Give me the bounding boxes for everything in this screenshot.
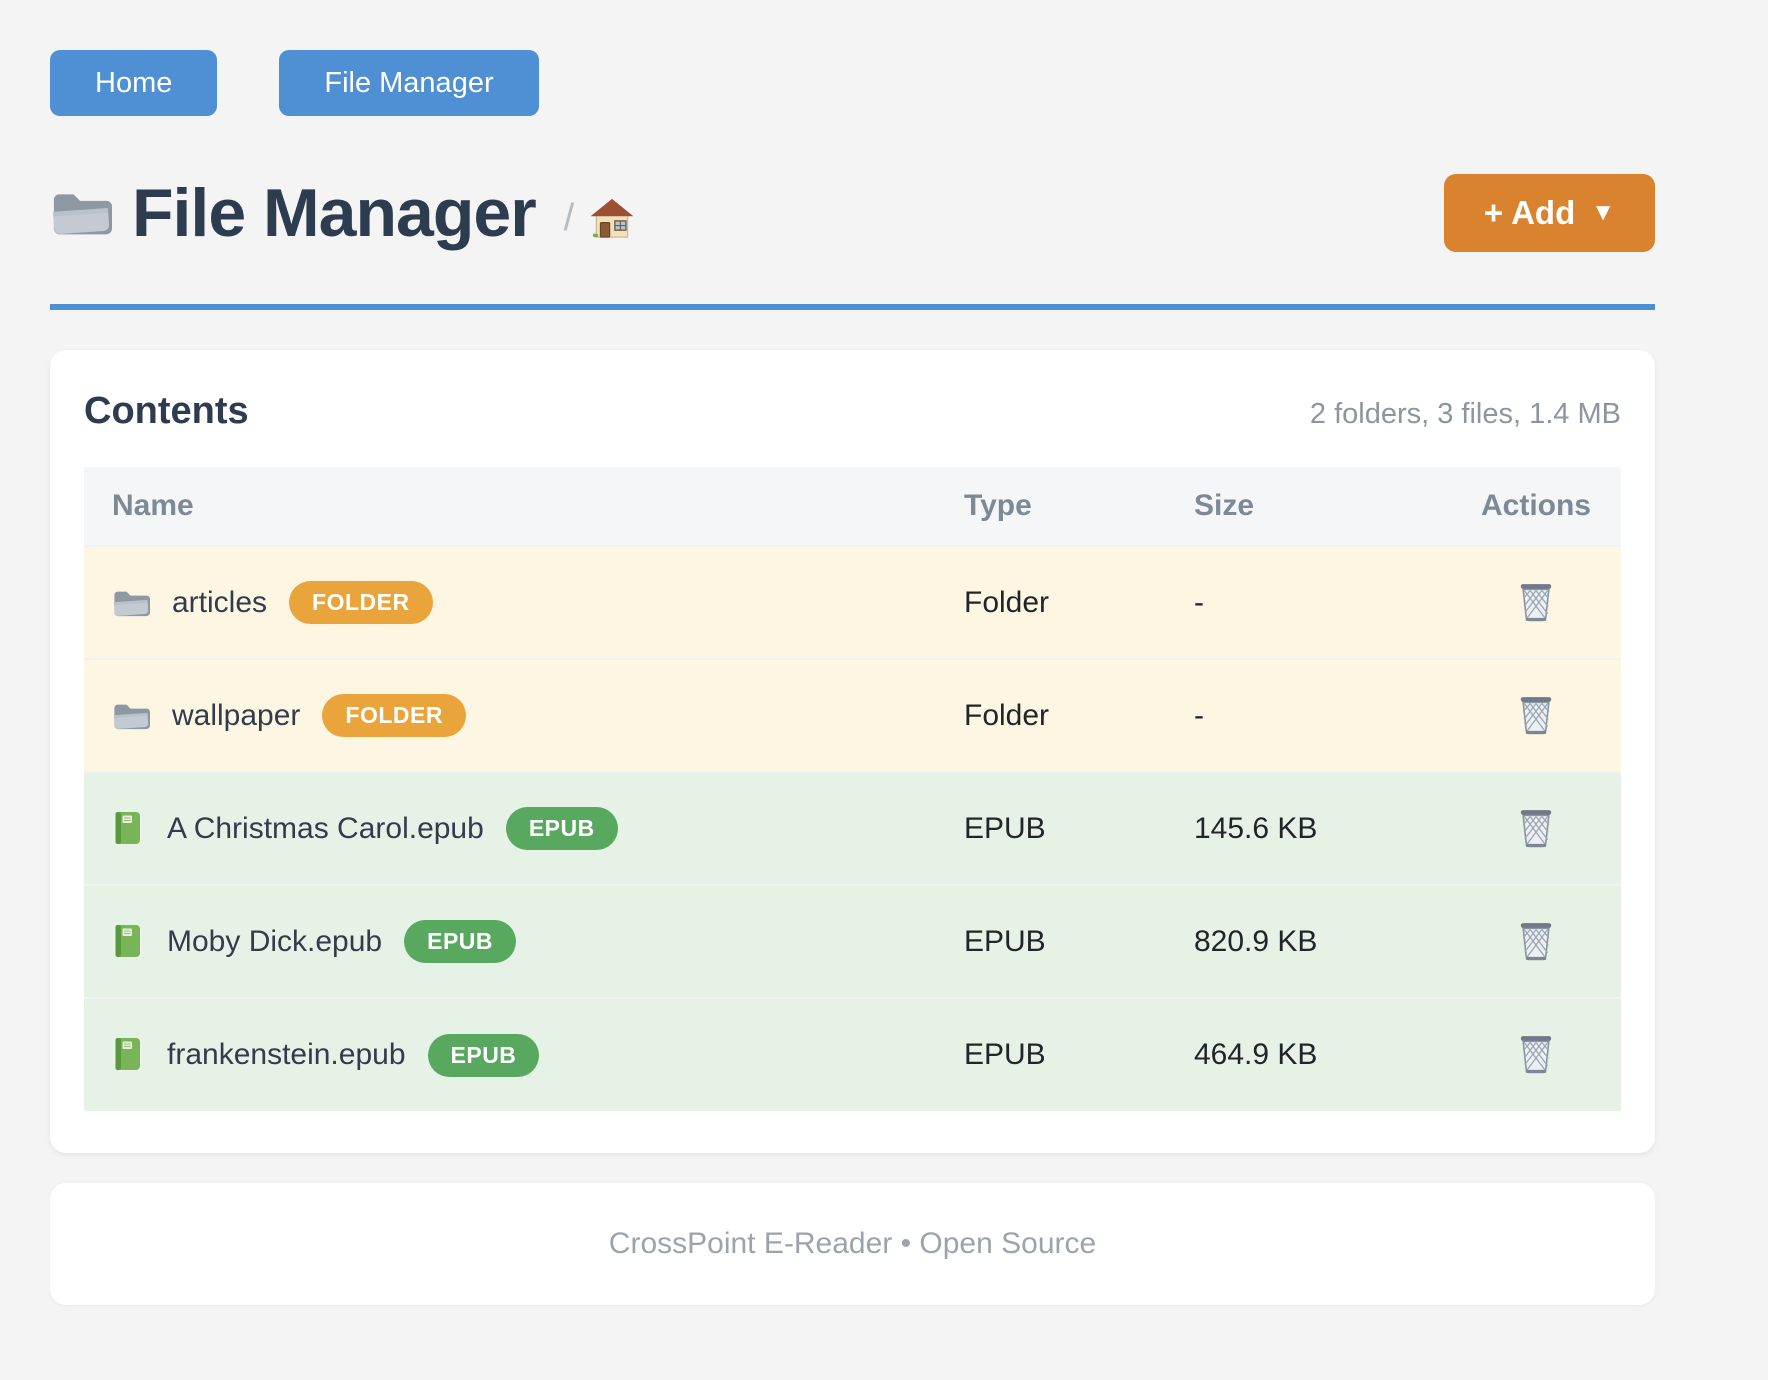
name-cell: articles FOLDER — [112, 581, 908, 624]
breadcrumb: / — [564, 197, 635, 240]
size-cell: 145.6 KB — [1166, 771, 1451, 885]
file-table-head: Name Type Size Actions — [84, 467, 1621, 546]
type-badge: EPUB — [505, 807, 618, 850]
home-icon[interactable] — [590, 197, 634, 239]
add-button[interactable]: + Add ▼ — [1443, 174, 1655, 252]
chevron-down-icon: ▼ — [1591, 199, 1615, 226]
contents-title: Contents — [84, 390, 249, 432]
file-table-body: articles FOLDER Folder - wallpaper FOLDER Fold… — [84, 545, 1621, 1111]
trash-icon — [1517, 806, 1555, 848]
type-badge: FOLDER — [289, 581, 433, 624]
breadcrumb-separator: / — [563, 196, 575, 239]
file-name[interactable]: articles — [172, 585, 268, 619]
trash-icon — [1517, 580, 1555, 622]
file-table: Name Type Size Actions articles FOLDER Fol… — [84, 467, 1621, 1111]
add-button-label: + Add — [1483, 194, 1576, 231]
delete-button[interactable] — [1513, 689, 1559, 739]
type-cell: EPUB — [936, 771, 1166, 885]
name-cell: Moby Dick.epub EPUB — [112, 920, 908, 963]
size-cell: - — [1166, 658, 1451, 772]
type-cell: EPUB — [936, 884, 1166, 998]
type-badge: FOLDER — [322, 694, 466, 737]
page-header: File Manager / + Add ▼ — [50, 174, 1655, 252]
file-name[interactable]: wallpaper — [172, 698, 301, 732]
nav-file-manager-button[interactable]: File Manager — [279, 50, 539, 116]
footer-text: CrossPoint E-Reader • Open Source — [608, 1227, 1097, 1260]
table-row: A Christmas Carol.epub EPUB EPUB 145.6 KB — [84, 771, 1621, 885]
delete-button[interactable] — [1513, 576, 1559, 626]
column-header-size: Size — [1166, 467, 1451, 546]
header-divider — [50, 304, 1655, 310]
file-name[interactable]: Moby Dick.epub — [167, 924, 383, 958]
table-row: Moby Dick.epub EPUB EPUB 820.9 KB — [84, 884, 1621, 998]
page-title: File Manager — [132, 175, 537, 251]
table-row: frankenstein.epub EPUB EPUB 464.9 KB — [84, 997, 1621, 1111]
top-nav: Home File Manager — [50, 0, 1655, 116]
table-row: articles FOLDER Folder - — [84, 545, 1621, 659]
name-cell: wallpaper FOLDER — [112, 694, 908, 737]
size-cell: 464.9 KB — [1166, 997, 1451, 1111]
type-badge: EPUB — [404, 920, 517, 963]
contents-card-header: Contents 2 folders, 3 files, 1.4 MB — [84, 390, 1621, 433]
page-container: Home File Manager File Manager / + Add ▼… — [50, 0, 1655, 1305]
name-cell: A Christmas Carol.epub EPUB — [112, 807, 908, 850]
name-cell: frankenstein.epub EPUB — [112, 1033, 908, 1077]
book-icon — [112, 1036, 145, 1074]
type-cell: Folder — [936, 545, 1166, 659]
type-badge: EPUB — [427, 1033, 540, 1077]
folder-icon — [112, 699, 150, 733]
footer-card: CrossPoint E-Reader • Open Source — [50, 1183, 1655, 1305]
type-cell: EPUB — [936, 997, 1166, 1111]
trash-icon — [1517, 1032, 1555, 1074]
header-row: Name Type Size Actions — [84, 467, 1621, 546]
file-name[interactable]: A Christmas Carol.epub — [167, 811, 484, 845]
type-cell: Folder — [936, 658, 1166, 772]
trash-icon — [1517, 919, 1555, 961]
folder-icon — [112, 586, 150, 620]
delete-button[interactable] — [1513, 802, 1559, 852]
trash-icon — [1517, 693, 1555, 735]
column-header-name: Name — [84, 467, 936, 546]
delete-button[interactable] — [1513, 915, 1559, 965]
folder-icon — [50, 186, 112, 240]
book-icon — [112, 810, 145, 848]
contents-card: Contents 2 folders, 3 files, 1.4 MB Name… — [50, 350, 1655, 1153]
nav-home-button[interactable]: Home — [50, 50, 218, 116]
file-name[interactable]: frankenstein.epub — [167, 1038, 406, 1071]
delete-button[interactable] — [1513, 1028, 1559, 1078]
column-header-actions: Actions — [1451, 467, 1621, 546]
column-header-type: Type — [936, 467, 1166, 546]
size-cell: - — [1166, 545, 1451, 659]
contents-summary: 2 folders, 3 files, 1.4 MB — [1309, 398, 1621, 430]
title-wrap: File Manager / — [50, 174, 634, 252]
table-row: wallpaper FOLDER Folder - — [84, 658, 1621, 772]
size-cell: 820.9 KB — [1166, 884, 1451, 998]
book-icon — [112, 923, 145, 961]
